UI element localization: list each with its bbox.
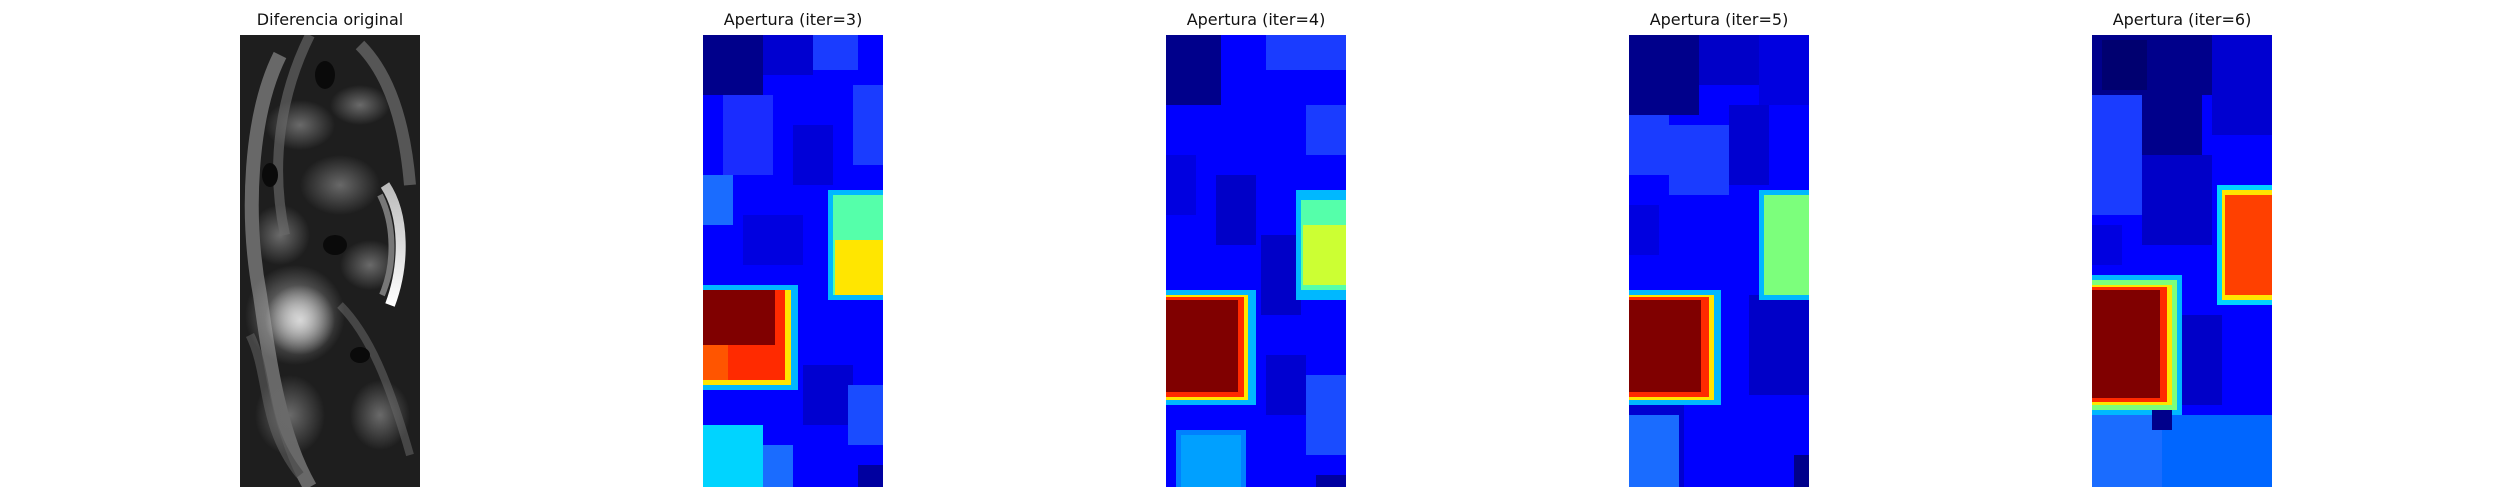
grayscale-difference-image xyxy=(240,35,420,487)
panel-title: Diferencia original xyxy=(256,10,404,29)
panel-title: Apertura (iter=4) xyxy=(1186,10,1326,29)
panel-opening-iter-3: Apertura (iter=3) xyxy=(693,0,893,500)
panel-opening-iter-4: Apertura (iter=4) xyxy=(1156,0,1356,500)
panel-title: Apertura (iter=3) xyxy=(723,10,863,29)
panel-opening-iter-6: Apertura (iter=6) xyxy=(2082,0,2282,500)
opening-heatmap-iter-6 xyxy=(2092,35,2272,487)
opening-heatmap-iter-5 xyxy=(1629,35,1809,487)
opening-heatmap-iter-3 xyxy=(703,35,883,487)
panel-original: Diferencia original xyxy=(230,0,430,500)
opening-heatmap-iter-4 xyxy=(1166,35,1346,487)
panel-opening-iter-5: Apertura (iter=5) xyxy=(1619,0,1819,500)
panel-title: Apertura (iter=5) xyxy=(1649,10,1789,29)
panel-title: Apertura (iter=6) xyxy=(2112,10,2252,29)
